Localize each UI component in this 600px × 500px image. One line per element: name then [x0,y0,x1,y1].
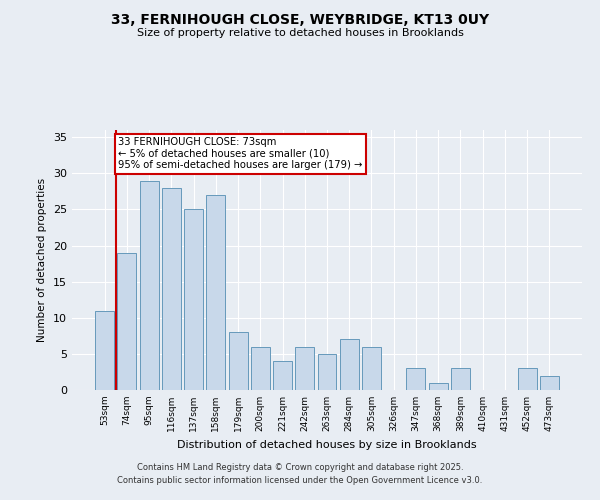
Bar [429,383,448,390]
Bar [518,368,536,390]
Bar [162,188,181,390]
Bar [317,354,337,390]
Bar [540,376,559,390]
Text: 33, FERNIHOUGH CLOSE, WEYBRIDGE, KT13 0UY: 33, FERNIHOUGH CLOSE, WEYBRIDGE, KT13 0U… [111,12,489,26]
Bar [362,346,381,390]
Text: Size of property relative to detached houses in Brooklands: Size of property relative to detached ho… [137,28,463,38]
Bar [406,368,425,390]
Bar [206,195,225,390]
Bar [95,310,114,390]
Bar [118,253,136,390]
Bar [140,180,158,390]
Bar [229,332,248,390]
Text: Contains HM Land Registry data © Crown copyright and database right 2025.: Contains HM Land Registry data © Crown c… [137,464,463,472]
Bar [251,346,270,390]
Text: Contains public sector information licensed under the Open Government Licence v3: Contains public sector information licen… [118,476,482,485]
Text: 33 FERNIHOUGH CLOSE: 73sqm
← 5% of detached houses are smaller (10)
95% of semi-: 33 FERNIHOUGH CLOSE: 73sqm ← 5% of detac… [118,137,363,170]
Bar [451,368,470,390]
Bar [295,346,314,390]
Bar [184,210,203,390]
Bar [273,361,292,390]
Y-axis label: Number of detached properties: Number of detached properties [37,178,47,342]
X-axis label: Distribution of detached houses by size in Brooklands: Distribution of detached houses by size … [177,440,477,450]
Bar [340,340,359,390]
